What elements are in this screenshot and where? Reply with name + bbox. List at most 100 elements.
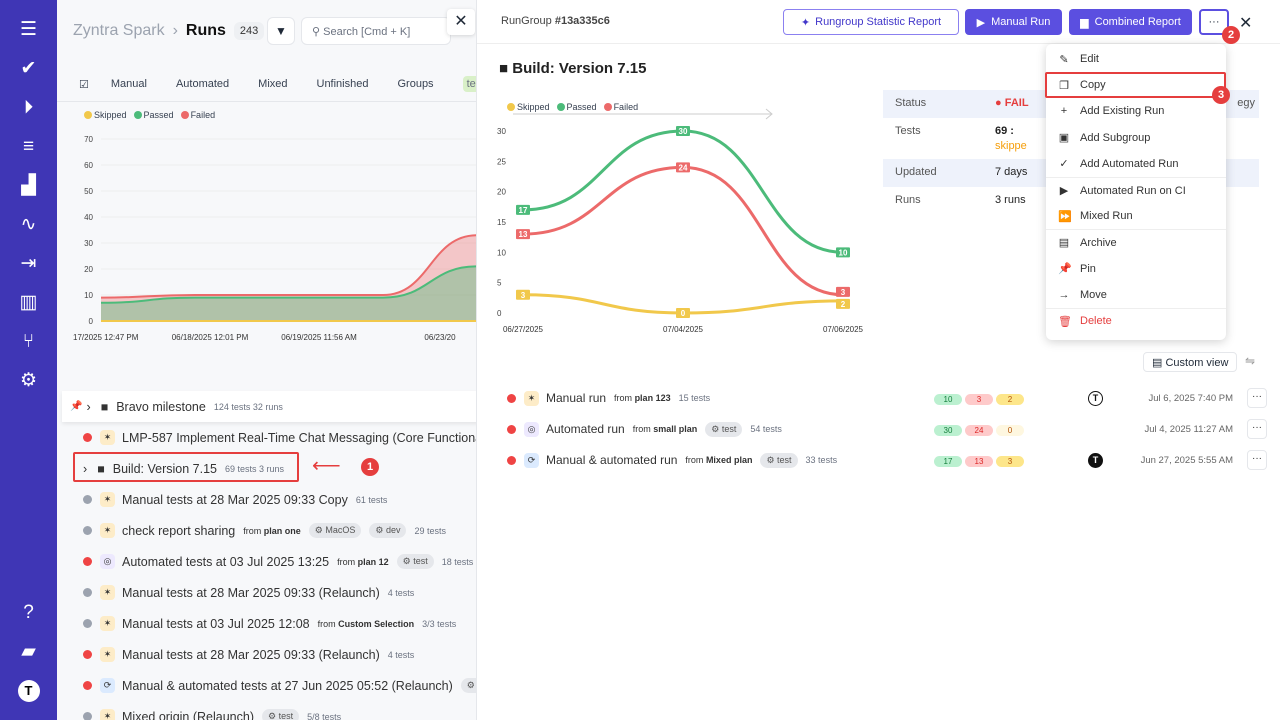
run-row[interactable]: ✶ check report sharing from plan one ⚙ MacO… bbox=[57, 515, 476, 546]
options-menu: ✎ Edit ❐ Copy + Add Existing Run ▣ Add Subgroup… bbox=[1046, 44, 1226, 340]
run-title: Manual run bbox=[546, 391, 607, 405]
menu-item-mixed-run[interactable]: ⏩ Mixed Run bbox=[1046, 203, 1226, 229]
play-circle-icon[interactable]: ⏵ bbox=[23, 96, 34, 118]
plus-icon: + bbox=[1060, 105, 1068, 118]
play-icon: ▶ bbox=[1059, 185, 1069, 198]
filter-button[interactable]: ▼ bbox=[267, 17, 295, 45]
group-row[interactable]: › ■ Build: Version 7.15 69 tests 3 runs bbox=[57, 453, 476, 484]
tab-automated[interactable]: Automated bbox=[175, 78, 230, 90]
chevron-right-icon[interactable]: › bbox=[86, 399, 91, 414]
run-row[interactable]: ✶ LMP-587 Implement Real-Time Chat Messag… bbox=[57, 422, 476, 453]
import-icon[interactable]: ⇥ bbox=[20, 253, 37, 274]
run-row[interactable]: ⟳ Manual & automated tests at 27 Jun 2025… bbox=[57, 670, 476, 701]
runs-count-badge: 243 bbox=[233, 22, 265, 40]
menu-item-move[interactable]: → Move bbox=[1046, 282, 1226, 308]
run-meta: 29 tests bbox=[414, 525, 447, 536]
run-title: Manual tests at 28 Mar 2025 09:33 Copy bbox=[122, 492, 348, 507]
custom-view-button[interactable]: ▤ Custom view bbox=[1143, 352, 1238, 372]
project-link[interactable]: Zyntra Spark bbox=[73, 22, 165, 39]
steps-icon[interactable]: ▟ bbox=[21, 175, 36, 196]
run-row[interactable]: ✶ Mixed origin (Relaunch) ⚙ test 5/8 tests bbox=[57, 701, 476, 720]
y-tick-label: 50 bbox=[84, 187, 93, 196]
menu-item-pin[interactable]: 📌 Pin bbox=[1046, 256, 1226, 282]
run-row[interactable]: ✶ Manual tests at 28 Mar 2025 09:33 Copy 6… bbox=[57, 484, 476, 515]
y-tick-label: 5 bbox=[497, 279, 502, 288]
manual-run-icon: ✶ bbox=[100, 616, 115, 631]
data-label: 2 bbox=[841, 300, 846, 309]
folders-icon[interactable]: ▰ bbox=[21, 641, 36, 662]
divider bbox=[477, 43, 1280, 44]
menu-item-archive[interactable]: ▤ Archive bbox=[1046, 229, 1226, 255]
menu-item-add-subgroup[interactable]: ▣ Add Subgroup bbox=[1046, 125, 1226, 151]
menu-item-add-existing-run[interactable]: + Add Existing Run bbox=[1046, 98, 1226, 124]
tag-filter[interactable]: tes bbox=[462, 76, 476, 92]
run-row[interactable]: ✶ Manual tests at 28 Mar 2025 09:33 (Rela… bbox=[57, 577, 476, 608]
legend-failed: Failed bbox=[180, 110, 215, 120]
result-pills: 10 3 2 bbox=[934, 391, 1027, 405]
help-icon[interactable]: ? bbox=[23, 601, 34, 623]
run-date: Jul 4, 2025 11:27 AM bbox=[1144, 423, 1233, 435]
group-run-row[interactable]: ⟳ Manual & automated run from Mixed plan ⚙ … bbox=[507, 445, 1267, 475]
menu-item-copy[interactable]: ❐ Copy bbox=[1046, 72, 1226, 98]
more-options-button[interactable]: ··· bbox=[1199, 9, 1229, 35]
bar-chart-icon[interactable]: ▥ bbox=[19, 292, 38, 313]
tests-label: Tests bbox=[895, 125, 921, 137]
manual-run-button[interactable]: ▶ Manual Run bbox=[965, 9, 1062, 35]
menu-icon[interactable]: ☰ bbox=[19, 19, 38, 40]
x-tick-label: 06/23/20 bbox=[424, 333, 456, 342]
group-row[interactable]: 📌 › ■ Bravo milestone 124 tests 32 runs bbox=[62, 391, 476, 422]
checkmark-icon[interactable]: ✔ bbox=[20, 58, 37, 79]
data-point bbox=[836, 247, 850, 258]
play-icon: ▶ bbox=[976, 16, 986, 29]
settings-sliders-icon[interactable]: ⇋ bbox=[1245, 354, 1256, 368]
y-tick-label: 0 bbox=[497, 309, 502, 318]
data-label: 0 bbox=[681, 309, 686, 318]
tab-unfinished[interactable]: Unfinished bbox=[316, 78, 369, 90]
menu-item-label: Delete bbox=[1080, 315, 1112, 328]
tab-manual[interactable]: Manual bbox=[110, 78, 147, 90]
mixed-run-icon: ⟳ bbox=[100, 678, 115, 693]
breadcrumb: Zyntra Spark › Runs 243 bbox=[73, 22, 265, 40]
run-row[interactable]: ✶ Manual tests at 28 Mar 2025 09:33 (Rela… bbox=[57, 639, 476, 670]
tab-mixed[interactable]: Mixed bbox=[258, 78, 288, 90]
search-input[interactable]: ⚲ Search [Cmd + K] bbox=[301, 17, 451, 45]
area-failed bbox=[101, 235, 476, 321]
row-more-button[interactable]: ··· bbox=[1247, 450, 1267, 470]
menu-item-add-automated-run[interactable]: ✓ Add Automated Run bbox=[1046, 151, 1226, 177]
highlight-box bbox=[1045, 72, 1226, 98]
menu-item-label: Mixed Run bbox=[1080, 210, 1133, 223]
ellipsis-icon: ··· bbox=[1208, 16, 1220, 28]
menu-item-automated-run-on-ci[interactable]: ▶ Automated Run on CI bbox=[1046, 176, 1226, 203]
close-panel-button[interactable]: ✕ bbox=[447, 9, 475, 35]
list-check-icon[interactable]: ≡ bbox=[22, 135, 35, 157]
tab-groups[interactable]: Groups bbox=[397, 78, 434, 90]
tests-value: 69 : bbox=[995, 125, 1014, 137]
runs-panel: Zyntra Spark › Runs 243 ▼ ⚲ Search [Cmd +… bbox=[57, 0, 477, 720]
pulse-icon[interactable]: ∿ bbox=[20, 214, 37, 235]
group-run-row[interactable]: ◎ Automated run from small plan ⚙ test 54 te… bbox=[507, 414, 1267, 444]
legend-failed: Failed bbox=[603, 102, 638, 112]
menu-item-edit[interactable]: ✎ Edit bbox=[1046, 46, 1226, 72]
run-row[interactable]: ◎ Automated tests at 03 Jul 2025 13:25 fro… bbox=[57, 546, 476, 577]
group-run-row[interactable]: ✶ Manual run from plan 123 15 tests 10 3 2 T Jul… bbox=[507, 383, 1267, 413]
pin-icon[interactable]: 📌 bbox=[70, 401, 83, 412]
run-row[interactable]: ✶ Manual tests at 03 Jul 2025 12:08 from C… bbox=[57, 608, 476, 639]
status-failed-icon bbox=[83, 433, 92, 442]
row-more-button[interactable]: ··· bbox=[1247, 388, 1267, 408]
scroll-arrow bbox=[513, 108, 773, 120]
row-more-button[interactable]: ··· bbox=[1247, 419, 1267, 439]
select-all-icon[interactable]: ☑ bbox=[79, 78, 89, 91]
manual-run-icon: ✶ bbox=[100, 492, 115, 507]
run-plan: from plan one bbox=[243, 525, 301, 536]
gear-icon[interactable]: ⚙ bbox=[19, 370, 38, 391]
menu-item-delete[interactable]: 🗑 Delete bbox=[1046, 307, 1226, 334]
y-tick-label: 20 bbox=[84, 265, 93, 274]
close-button[interactable]: ✕ bbox=[1239, 13, 1252, 33]
rungroup-id: RunGroup #13a335c6 bbox=[501, 15, 610, 27]
run-plan: from Custom Selection bbox=[317, 618, 415, 629]
combined-report-button[interactable]: ▆ Combined Report bbox=[1069, 9, 1192, 35]
statistic-report-button[interactable]: ✦ Rungroup Statistic Report bbox=[783, 9, 959, 35]
avatar[interactable]: T bbox=[0, 671, 57, 710]
branch-icon[interactable]: ⑂ bbox=[22, 330, 35, 352]
chevron-right-icon[interactable]: › bbox=[83, 461, 88, 476]
